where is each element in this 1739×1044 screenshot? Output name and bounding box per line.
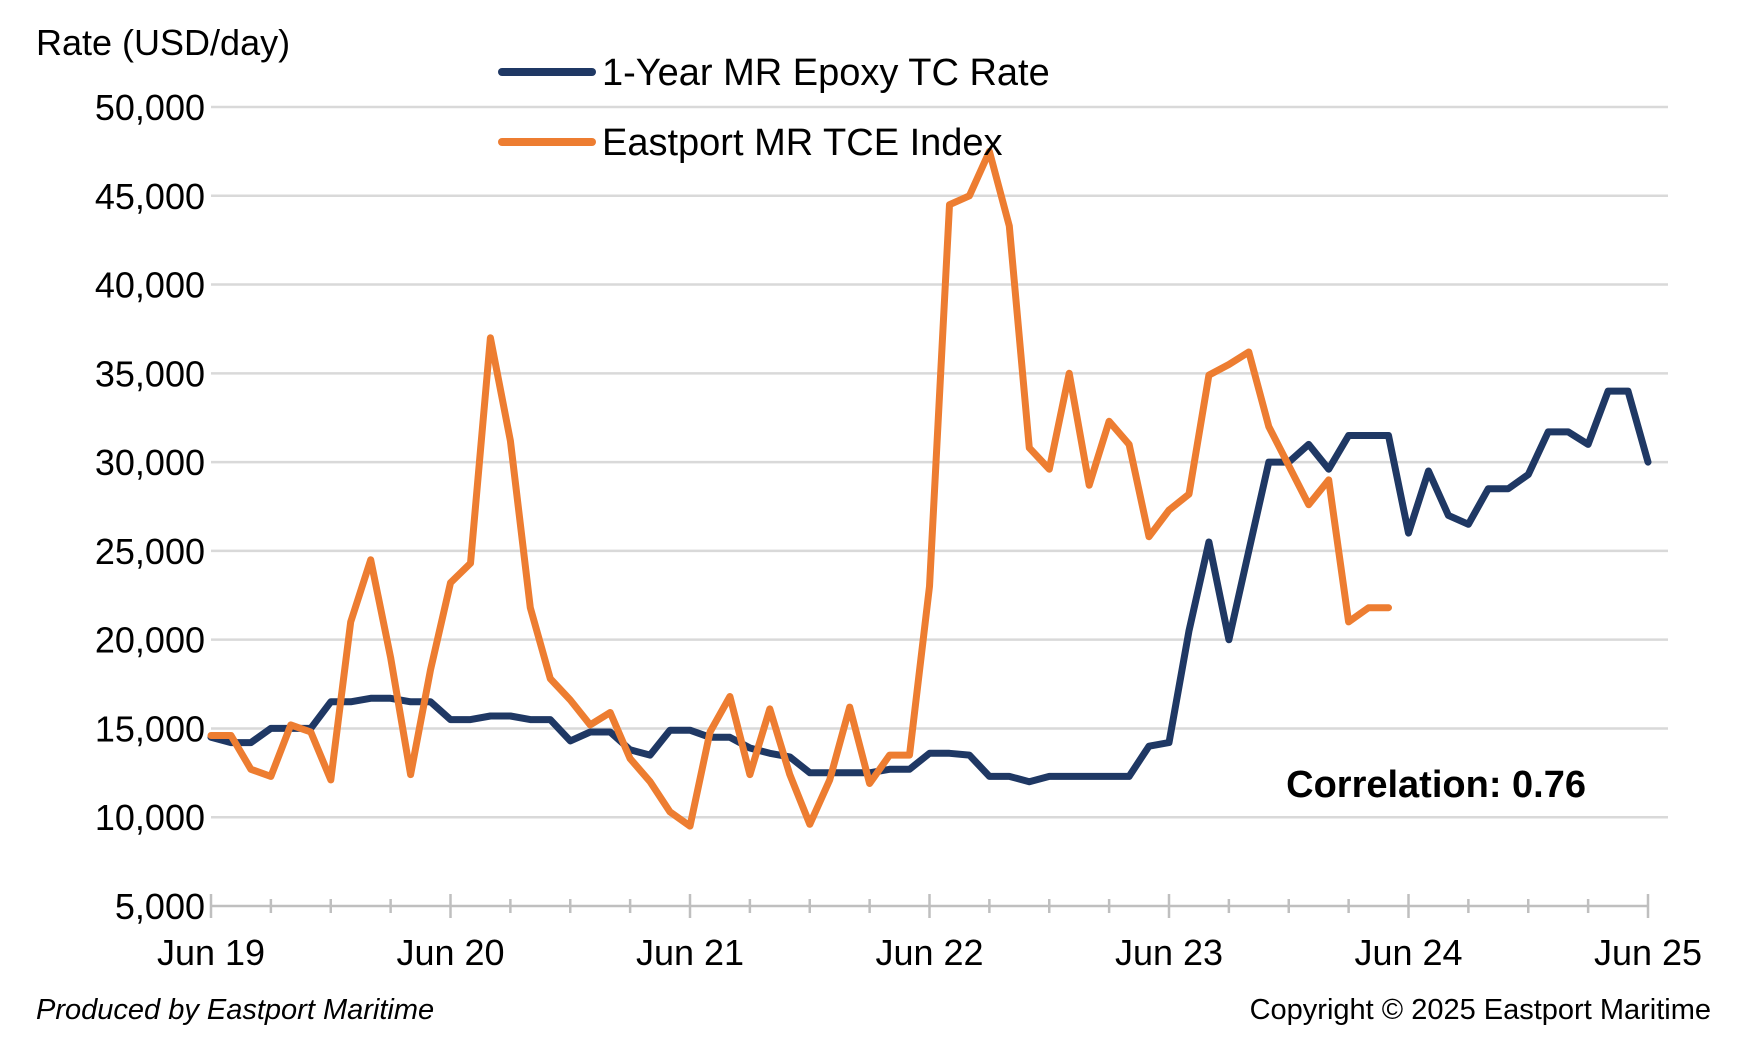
x-tick-label: Jun 23 — [1115, 932, 1223, 973]
x-tick-label: Jun 20 — [396, 932, 504, 973]
series-line-2 — [207, 147, 1392, 830]
y-axis-ticks: 5,000 10,000 15,000 20,000 25,000 30,000 35,00… — [95, 87, 205, 927]
series-layer — [207, 147, 1652, 830]
y-tick-label: 5,000 — [115, 886, 205, 927]
series-line-1 — [207, 387, 1652, 786]
legend-label: Eastport MR TCE Index — [602, 122, 1003, 164]
y-tick-label: 20,000 — [95, 620, 205, 661]
legend-label: 1-Year MR Epoxy TC Rate — [602, 52, 1050, 94]
y-axis-title: Rate (USD/day) — [36, 22, 290, 63]
y-tick-label: 35,000 — [95, 353, 205, 394]
legend: 1-Year MR Epoxy TC Rate Eastport MR TCE I… — [498, 52, 1050, 164]
y-tick-label: 15,000 — [95, 708, 205, 749]
x-tick-label: Jun 25 — [1594, 932, 1702, 973]
x-axis: Jun 19 Jun 20 Jun 21 Jun 22 Jun 23 Jun 24 Jun … — [157, 894, 1702, 973]
y-tick-label: 10,000 — [95, 797, 205, 838]
y-tick-label: 50,000 — [95, 87, 205, 128]
produced-by-credit: Produced by Eastport Maritime — [36, 994, 435, 1026]
y-tick-label: 40,000 — [95, 265, 205, 306]
y-tick-label: 25,000 — [95, 531, 205, 572]
x-tick-label: Jun 21 — [636, 932, 744, 973]
x-tick-label: Jun 19 — [157, 932, 265, 973]
x-tick-label: Jun 24 — [1354, 932, 1462, 973]
x-tick-label: Jun 22 — [875, 932, 983, 973]
y-tick-label: 45,000 — [95, 176, 205, 217]
y-tick-label: 30,000 — [95, 442, 205, 483]
correlation-annotation: Correlation: 0.76 — [1286, 764, 1586, 806]
copyright-notice: Copyright © 2025 Eastport Maritime — [1249, 994, 1711, 1026]
